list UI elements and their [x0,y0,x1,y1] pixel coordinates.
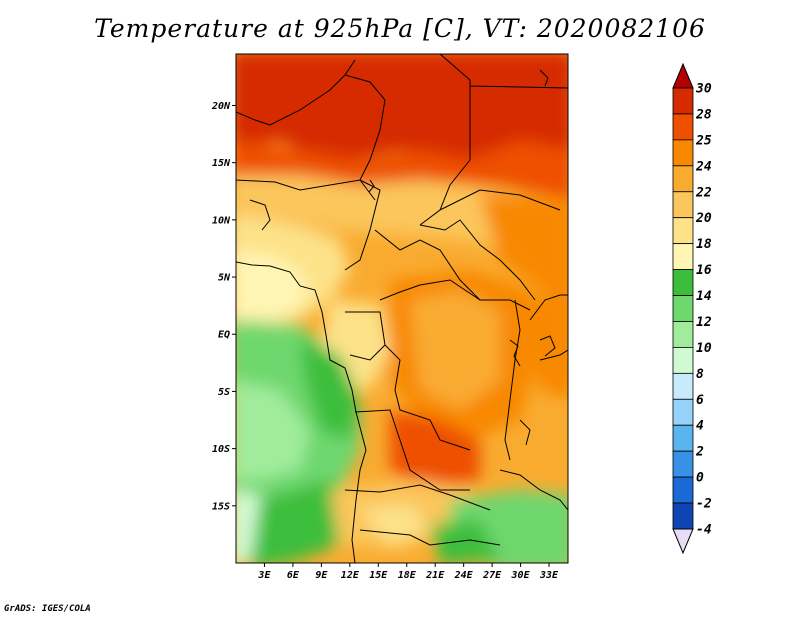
colorbar-label: 14 [696,289,712,304]
lon-tick-label: 21E [425,570,445,581]
colorbar-label: 6 [696,393,704,408]
lon-tick-label: 33E [539,570,559,581]
lat-tick-label: 15N [212,158,231,169]
colorbar-swatch [672,295,694,322]
lat-tick-label: 20N [211,101,231,112]
lon-tick-label: 27E [482,570,502,581]
colorbar-swatch [672,450,694,478]
colorbar-label: 16 [696,263,712,278]
border-lines [236,54,568,563]
colorbar-swatch [672,87,694,115]
lon-tick-label: 18E [398,570,417,581]
colorbar-label: 30 [695,82,712,97]
colorbar-swatch [672,243,694,270]
map-frame [235,53,569,564]
colorbar-label: 2 [695,445,704,460]
colorbar-swatch [672,347,694,374]
colorbar-swatch [672,398,694,426]
colorbar-swatch [672,139,694,167]
colorbar-label: 28 [695,107,712,122]
temperature-field [236,54,568,563]
colorbar-label: 8 [696,367,704,382]
colorbar-swatch [672,476,694,504]
lon-tick-label: 15E [369,570,388,581]
colorbar-label: 25 [695,133,712,148]
colorbar-swatch [672,372,694,400]
latitude-axis: 20N 15N 10N 5N EQ 5S 10S 15S [211,101,236,512]
lat-tick-label: EQ [218,330,230,341]
colorbar-label: 24 [695,159,712,174]
lat-tick-label: 10S [212,444,230,455]
colorbar-swatch [672,113,694,141]
colorbar-label: 4 [696,419,704,434]
lon-tick-label: 3E [257,570,271,581]
lon-tick-label: 9E [315,570,328,581]
lon-tick-label: 12E [341,570,360,581]
colorbar-top-cap [672,62,694,89]
colorbar-label: 20 [695,211,712,226]
colorbar-swatch [672,502,694,530]
credit-label: GrADS: IGES/COLA [4,604,91,614]
lon-tick-label: 6E [287,570,300,581]
colorbar-label: 0 [696,471,704,486]
colorbar-label: 10 [696,341,712,356]
colorbar-swatch [672,269,694,296]
colorbar-swatch [672,424,694,452]
map-title: Temperature at 925hPa [C], VT: 202008210… [94,14,706,43]
colorbar-swatch [672,165,694,193]
lat-tick-label: 5N [218,273,231,284]
lat-tick-label: 10N [212,215,231,226]
lat-tick-label: 5S [218,387,230,398]
colorbar-bottom-cap [672,528,694,555]
colorbar-label: -4 [696,523,712,538]
longitude-axis: 3E 6E 9E 12E 15E 18E 21E 24E 27E 30E 33E [257,563,559,581]
lat-tick-label: 15S [212,501,230,512]
colorbar-label: -2 [696,497,712,512]
colorbar-label: 18 [696,237,712,252]
colorbar-label: 22 [695,185,712,200]
colorbar-label: 12 [696,315,712,330]
lon-tick-label: 24E [454,570,474,581]
colorbar-swatch [672,191,694,219]
colorbar-swatch [672,321,694,348]
colorbar-swatch [672,217,694,245]
lon-tick-label: 30E [511,570,531,581]
